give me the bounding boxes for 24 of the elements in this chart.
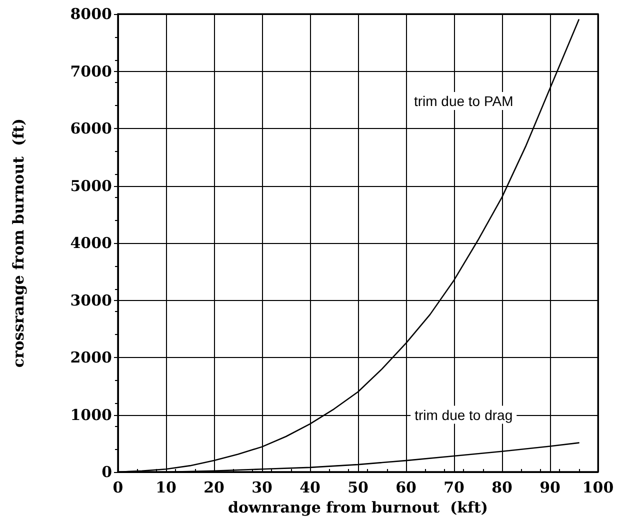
annotation: trim due to PAM <box>414 93 514 110</box>
x-tick-label: 80 <box>492 478 512 496</box>
y-axis-title: crossrange from burnout (ft) <box>10 118 28 368</box>
y-tick-label: 6000 <box>70 120 112 138</box>
x-tick-label: 90 <box>540 478 560 496</box>
x-tick-label: 0 <box>112 478 124 496</box>
x-tick-label: 100 <box>582 478 614 496</box>
y-tick-label: 8000 <box>70 5 112 23</box>
x-tick-label: 50 <box>348 478 368 496</box>
x-tick-label: 20 <box>204 478 224 496</box>
y-tick-label: 3000 <box>70 291 112 310</box>
y-tick-label: 1000 <box>70 406 112 424</box>
y-tick-label: 5000 <box>70 176 112 195</box>
y-tick-label: 2000 <box>70 348 112 366</box>
y-tick-label: 0 <box>102 463 112 481</box>
annotation: trim due to drag <box>414 406 513 423</box>
x-tick-label: 40 <box>300 478 320 496</box>
x-tick-label: 30 <box>252 478 272 496</box>
x-tick-label: 60 <box>396 478 416 496</box>
y-tick-label: 7000 <box>70 62 112 80</box>
x-axis-title: downrange from burnout (kft) <box>228 498 488 516</box>
y-tick-label: 4000 <box>70 234 112 252</box>
x-tick-label: 10 <box>156 478 176 496</box>
x-tick-label: 70 <box>444 478 464 496</box>
